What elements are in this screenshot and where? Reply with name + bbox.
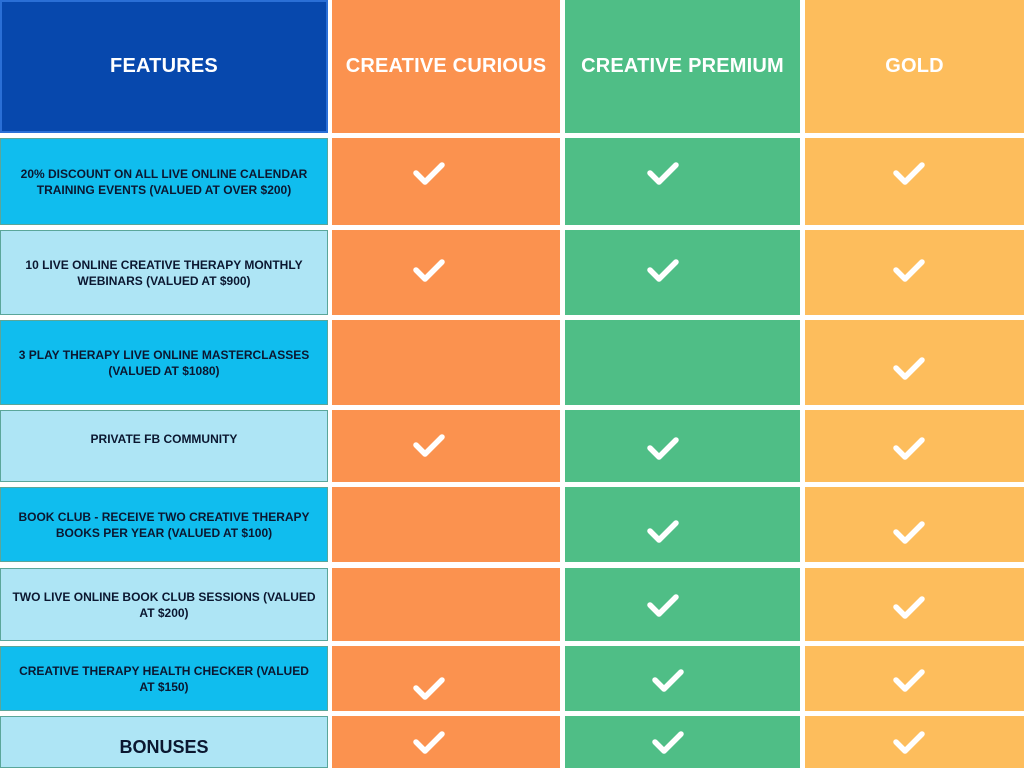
header-creative-premium-label: CREATIVE PREMIUM bbox=[581, 55, 784, 77]
feature-cell-bonuses: BONUSES bbox=[0, 716, 328, 768]
checkmark-icon bbox=[892, 594, 926, 620]
curious-cell-4 bbox=[332, 410, 560, 482]
checkmark-icon bbox=[892, 519, 926, 545]
header-features: FEATURES bbox=[0, 0, 328, 133]
premium-cell-3 bbox=[565, 320, 800, 405]
feature-cell-4: PRIVATE FB COMMUNITY bbox=[0, 410, 328, 482]
curious-cell-6 bbox=[332, 568, 560, 641]
feature-label-4: PRIVATE FB COMMUNITY bbox=[90, 432, 238, 446]
premium-cell-2 bbox=[565, 230, 800, 315]
feature-label-7: CREATIVE THERAPY HEALTH CHECKER (VALUED … bbox=[19, 663, 309, 694]
checkmark-icon bbox=[412, 675, 446, 701]
gold-cell-5 bbox=[805, 487, 1024, 562]
gold-cell-2 bbox=[805, 230, 1024, 315]
checkmark-icon bbox=[646, 257, 680, 283]
curious-cell-5 bbox=[332, 487, 560, 562]
curious-cell-7 bbox=[332, 646, 560, 711]
header-creative-premium: CREATIVE PREMIUM bbox=[565, 0, 800, 133]
checkmark-icon bbox=[412, 432, 446, 458]
checkmark-icon bbox=[646, 160, 680, 186]
checkmark-icon bbox=[412, 729, 446, 755]
checkmark-icon bbox=[892, 667, 926, 693]
feature-cell-7: CREATIVE THERAPY HEALTH CHECKER (VALUED … bbox=[0, 646, 328, 711]
gold-cell-3 bbox=[805, 320, 1024, 405]
feature-cell-1: 20% DISCOUNT ON ALL LIVE ONLINE CALENDAR… bbox=[0, 138, 328, 225]
header-gold-label: GOLD bbox=[885, 55, 944, 77]
header-creative-curious-label: CREATIVE CURIOUS bbox=[345, 55, 547, 77]
header-gold: GOLD bbox=[805, 0, 1024, 133]
feature-label-3: 3 PLAY THERAPY LIVE ONLINE MASTERCLASSES… bbox=[18, 347, 310, 378]
feature-label-2: 10 LIVE ONLINE CREATIVE THERAPY MONTHLY … bbox=[25, 257, 303, 288]
checkmark-icon bbox=[412, 160, 446, 186]
premium-cell-6 bbox=[565, 568, 800, 641]
gold-cell-4 bbox=[805, 410, 1024, 482]
gold-cell-6 bbox=[805, 568, 1024, 641]
header-creative-curious: CREATIVE CURIOUS bbox=[332, 0, 560, 133]
checkmark-icon bbox=[646, 435, 680, 461]
checkmark-icon bbox=[892, 257, 926, 283]
feature-cell-3: 3 PLAY THERAPY LIVE ONLINE MASTERCLASSES… bbox=[0, 320, 328, 405]
feature-cell-5: BOOK CLUB - RECEIVE TWO CREATIVE THERAPY… bbox=[0, 487, 328, 562]
checkmark-icon bbox=[892, 355, 926, 381]
header-features-label: FEATURES bbox=[110, 55, 218, 77]
premium-cell-4 bbox=[565, 410, 800, 482]
premium-cell-5 bbox=[565, 487, 800, 562]
feature-label-1: 20% DISCOUNT ON ALL LIVE ONLINE CALENDAR… bbox=[20, 166, 308, 197]
feature-cell-6: TWO LIVE ONLINE BOOK CLUB SESSIONS (VALU… bbox=[0, 568, 328, 641]
premium-cell-1 bbox=[565, 138, 800, 225]
feature-cell-2: 10 LIVE ONLINE CREATIVE THERAPY MONTHLY … bbox=[0, 230, 328, 315]
checkmark-icon bbox=[892, 435, 926, 461]
gold-cell-7 bbox=[805, 646, 1024, 711]
checkmark-icon bbox=[651, 667, 685, 693]
curious-cell-2 bbox=[332, 230, 560, 315]
checkmark-icon bbox=[892, 160, 926, 186]
checkmark-icon bbox=[892, 729, 926, 755]
curious-cell-1 bbox=[332, 138, 560, 225]
checkmark-icon bbox=[651, 729, 685, 755]
feature-label-6: TWO LIVE ONLINE BOOK CLUB SESSIONS (VALU… bbox=[12, 589, 316, 620]
bonuses-label: BONUSES bbox=[119, 737, 209, 757]
premium-cell-7 bbox=[565, 646, 800, 711]
premium-cell-8 bbox=[565, 716, 800, 768]
gold-cell-8 bbox=[805, 716, 1024, 768]
curious-cell-3 bbox=[332, 320, 560, 405]
feature-label-5: BOOK CLUB - RECEIVE TWO CREATIVE THERAPY… bbox=[18, 509, 310, 540]
checkmark-icon bbox=[646, 518, 680, 544]
checkmark-icon bbox=[646, 592, 680, 618]
gold-cell-1 bbox=[805, 138, 1024, 225]
checkmark-icon bbox=[412, 257, 446, 283]
curious-cell-8 bbox=[332, 716, 560, 768]
